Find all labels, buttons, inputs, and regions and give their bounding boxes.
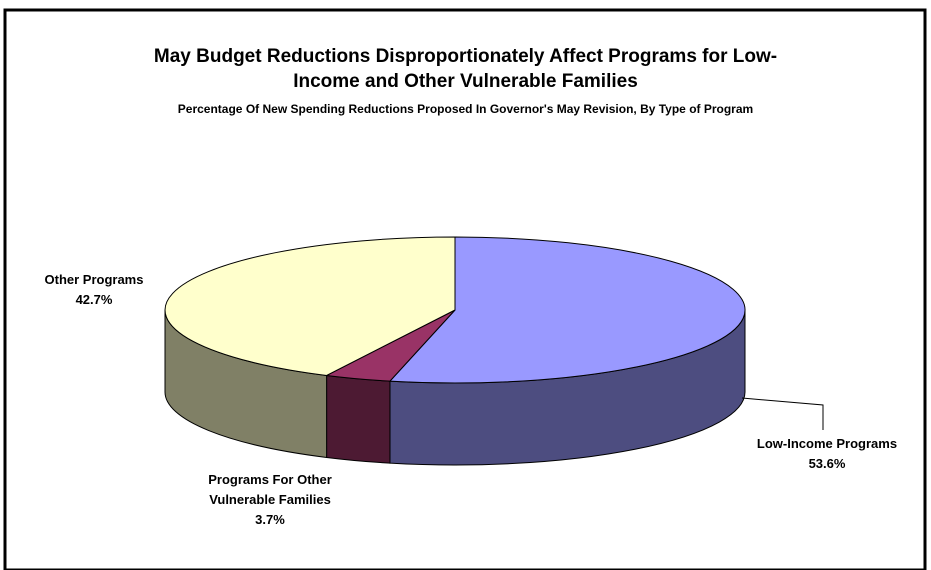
label-vulnerable-name-line-1: Programs For Other	[208, 472, 332, 487]
label-other-percent: 42.7%	[75, 292, 113, 307]
pie-tops	[164, 236, 746, 384]
label-vulnerable-name-line-2: Vulnerable Families	[209, 492, 331, 507]
label-low-income-percent: 53.6%	[808, 456, 846, 471]
chart-title-line-1: May Budget Reductions Disproportionately…	[153, 46, 778, 67]
pie-side-programs-for-other-vulnerable-families	[326, 374, 391, 464]
label-vulnerable-families: Programs For Other Vulnerable Families 3…	[180, 470, 360, 530]
label-low-income-programs: Low-Income Programs 53.6%	[722, 434, 931, 474]
label-low-income-name: Low-Income Programs	[756, 436, 898, 451]
chart-title-line-2: Income and Other Vulnerable Families	[293, 71, 638, 92]
pie-slice-other-programs	[164, 236, 456, 376]
chart-subtitle: Percentage Of New Spending Reductions Pr…	[177, 102, 754, 116]
leader-line-low-income	[741, 397, 824, 430]
label-other-programs: Other Programs 42.7%	[24, 270, 164, 310]
pie-slice-low-income-programs	[388, 236, 746, 384]
label-other-name: Other Programs	[44, 272, 144, 287]
label-vulnerable-percent: 3.7%	[255, 512, 285, 527]
